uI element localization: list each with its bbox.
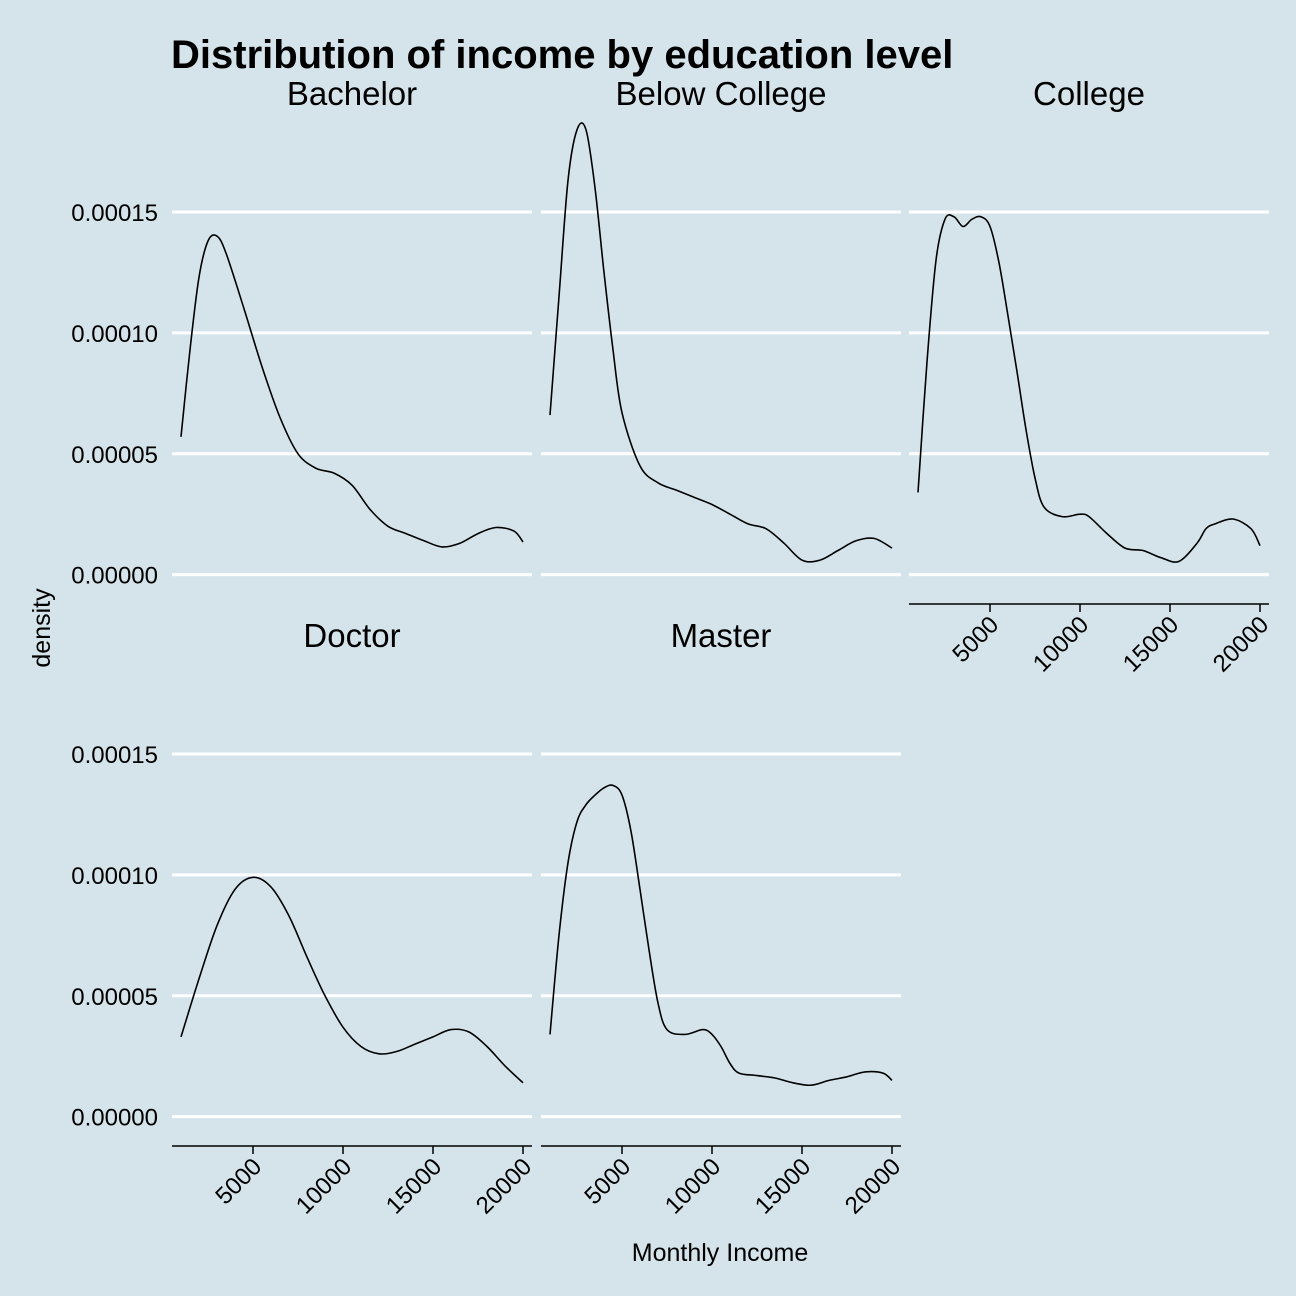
x-tick-label: 15000 [1118,611,1184,677]
y-tick-label: 0.00000 [71,563,158,590]
x-tick-label: 5000 [210,1153,267,1210]
x-tick-label: 5000 [947,611,1004,668]
strip-label: Master [671,617,772,654]
density-line [917,214,1261,563]
x-axis-title: Monthly Income [632,1239,808,1267]
x-tick-label: 20000 [471,1153,537,1219]
x-tick-label: 10000 [660,1153,726,1219]
y-tick-label: 0.00010 [71,863,158,890]
density-line [180,234,524,548]
x-tick-label: 15000 [750,1153,816,1219]
panel-college: College 5000 10000 15000 20000 [909,75,1274,677]
y-tick-label: 0.00005 [71,984,158,1011]
chart-title: Distribution of income by education leve… [171,33,953,77]
x-tick-label: 15000 [381,1153,447,1219]
strip-label: College [1033,75,1145,112]
density-line [549,122,893,563]
panel-bachelor: 0.00000 0.00005 0.00010 0.00015 Bachelor [71,75,532,590]
panel-doctor: 0.00000 0.00005 0.00010 0.00015 Doctor 5000 10… [71,617,537,1219]
panel-master: Master 5000 10000 15000 20000 [541,617,906,1219]
y-tick-label: 0.00000 [71,1105,158,1132]
x-tick-label: 10000 [291,1153,357,1219]
panel-below-college: Below College [541,75,901,577]
y-axis-title: density [28,588,56,668]
y-tick-label: 0.00015 [71,742,158,769]
strip-label: Doctor [303,617,400,654]
y-tick-label: 0.00010 [71,321,158,348]
x-tick-label: 20000 [1208,611,1274,677]
x-tick-label: 5000 [579,1153,636,1210]
density-line [549,784,893,1087]
y-tick-label: 0.00015 [71,200,158,227]
x-tick-label: 10000 [1028,611,1094,677]
density-line [180,876,524,1084]
panels: 0.00000 0.00005 0.00010 0.00015 Bachelor Belo… [71,75,1274,1219]
y-tick-label: 0.00005 [71,442,158,469]
strip-label: Below College [616,75,827,112]
strip-label: Bachelor [287,75,417,112]
x-tick-label: 20000 [840,1153,906,1219]
